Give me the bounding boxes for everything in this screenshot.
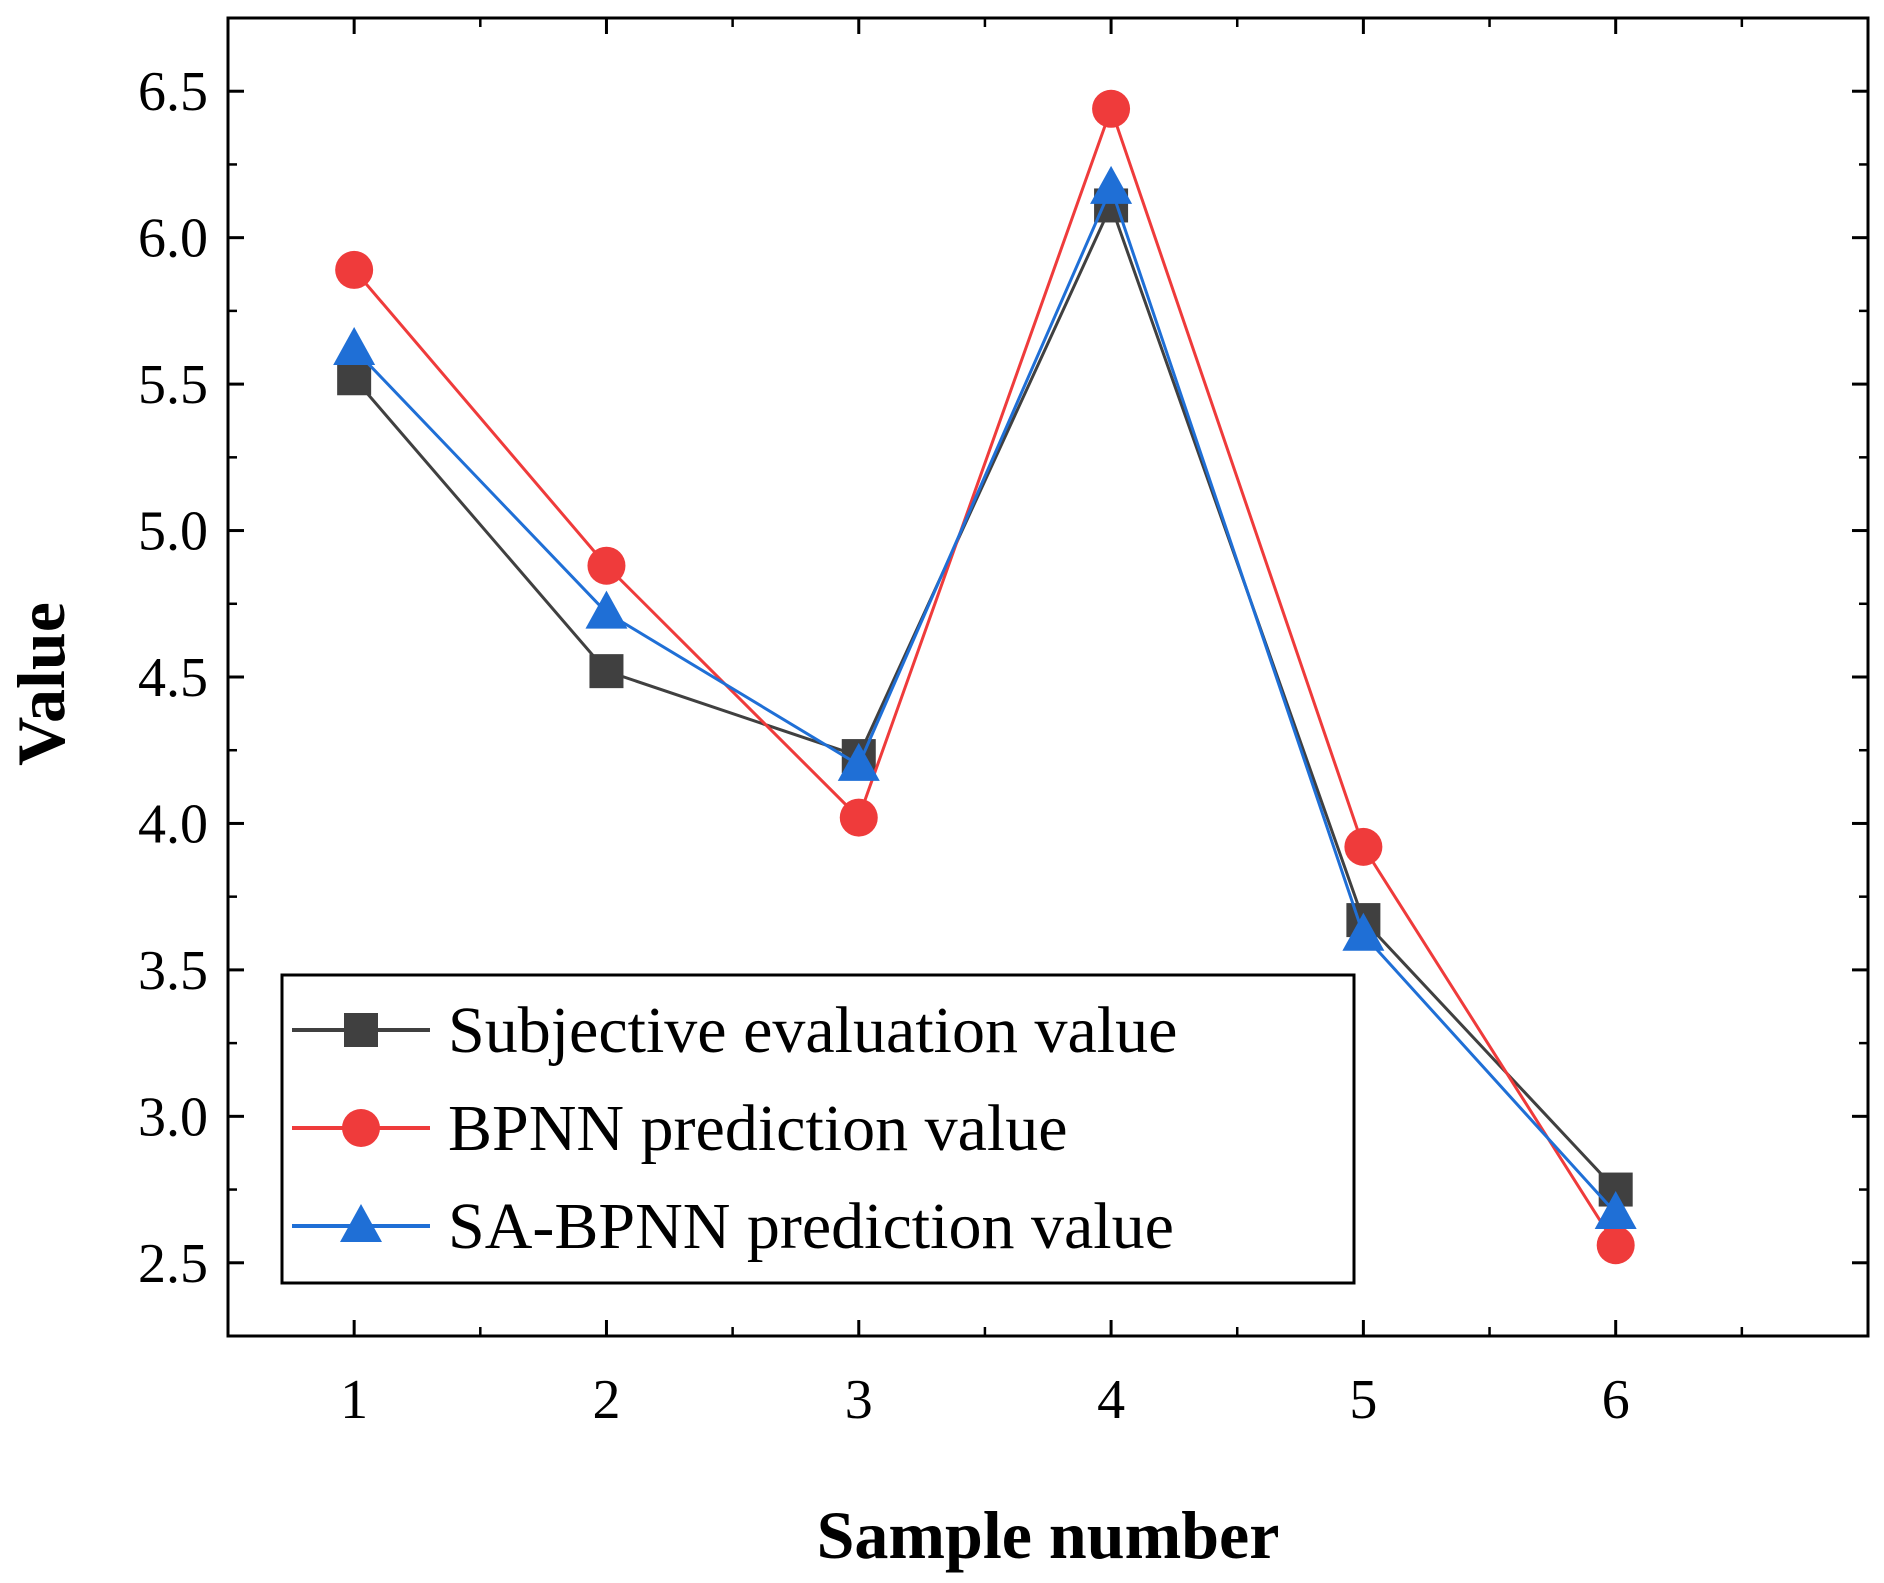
legend-box [280,973,1356,1285]
x-tick-label: 3 [845,1369,873,1431]
series-2-point [1596,1226,1635,1265]
series-3-point [1594,1190,1637,1229]
x-tick-label: 1 [340,1369,368,1431]
x-axis-title: Sample number [817,1497,1280,1573]
legend-marker [344,1013,378,1047]
series-line-3 [353,183,1617,1214]
x-tick-label: 2 [592,1369,620,1431]
series-2-point [839,798,878,837]
series-3-point [1090,165,1133,204]
y-tick-label: 6.5 [138,61,208,123]
y-tick-label: 4.0 [138,793,208,855]
legend-label: Subjective evaluation value [448,994,1177,1067]
series-3-point [585,590,628,629]
series-2-point [587,546,626,585]
series-2-point [335,250,374,289]
series-1-point [337,361,372,396]
x-tick-label: 6 [1602,1369,1630,1431]
series-line-1 [353,201,1617,1191]
legend-label: BPNN prediction value [448,1092,1068,1165]
series-1-point [589,654,624,689]
series-3-point [333,326,376,365]
series-3-point [1342,912,1385,951]
y-tick-label: 5.0 [138,501,208,563]
y-tick-label: 3.0 [138,1086,208,1148]
series-line-2 [353,104,1617,1247]
series-2-point [1344,827,1383,866]
y-tick-label: 5.5 [138,354,208,416]
y-tick-label: 2.5 [138,1233,208,1295]
series-2-point [1092,89,1131,128]
y-axis-title: Value [3,602,79,766]
x-tick-label: 4 [1097,1369,1125,1431]
y-tick-label: 4.5 [138,647,208,709]
legend-marker [340,1204,382,1242]
legend-marker [342,1109,380,1147]
series-3-point [837,742,880,781]
x-tick-label: 5 [1349,1369,1377,1431]
y-tick-label: 6.0 [138,208,208,270]
legend-label: SA-BPNN prediction value [448,1190,1174,1263]
y-tick-label: 3.5 [138,940,208,1002]
